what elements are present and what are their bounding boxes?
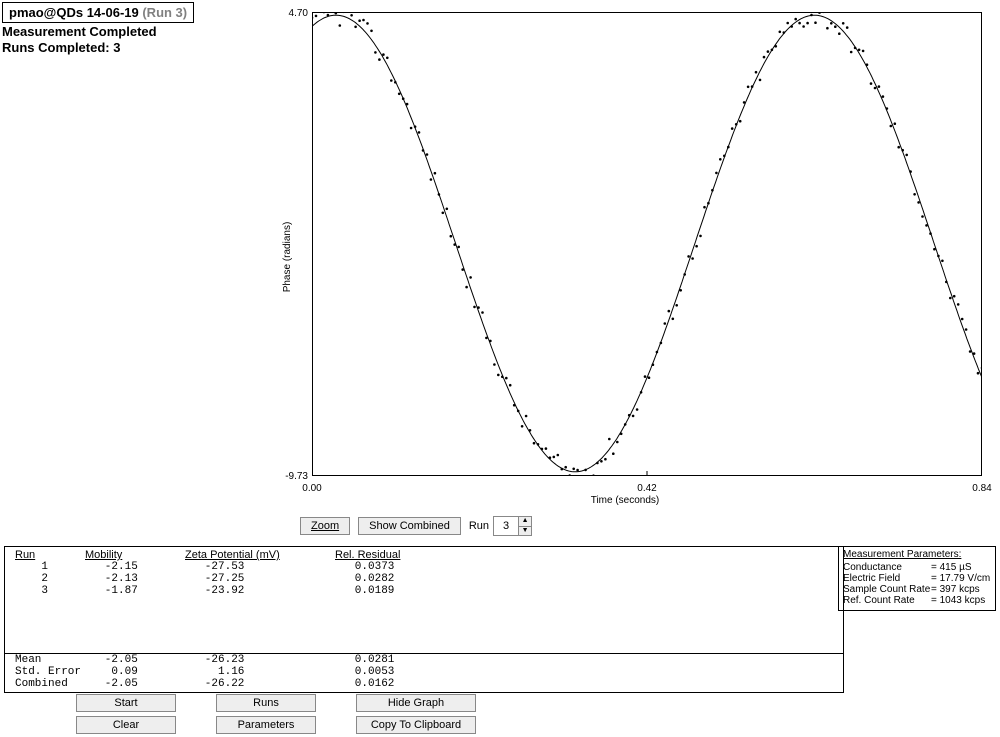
params-title: Measurement Parameters: [843,549,991,560]
chart-y-axis-label: Phase (radians) [282,222,293,293]
phase-chart: Phase (radians) 4.70 -9.73 0.00 0.42 0.8… [260,2,990,512]
table-row: 3 -1.87 -23.92 0.0189 [5,585,843,597]
summary-row: Mean -2.05 -26.23 0.0281 [5,654,843,666]
results-table-header: Run Mobility Zeta Potential (mV) Rel. Re… [5,547,843,561]
summary-row: Std. Error 0.09 1.16 0.0053 [5,666,843,678]
param-row: Electric Field= 17.79 V/cm [843,573,991,584]
chart-xtick-2: 0.84 [972,483,991,494]
results-table-panel: Run Mobility Zeta Potential (mV) Rel. Re… [4,546,844,693]
parameters-button[interactable]: Parameters [216,716,316,734]
clear-button[interactable]: Clear [76,716,176,734]
table-row: 1 -2.15 -27.53 0.0373 [5,561,843,573]
show-combined-button[interactable]: Show Combined [358,517,461,535]
chart-xtick-0: 0.00 [302,483,321,494]
status-line-1: Measurement Completed [2,24,157,40]
status-block: Measurement Completed Runs Completed: 3 [2,24,157,57]
copy-to-clipboard-button[interactable]: Copy To Clipboard [356,716,476,734]
results-table-body: 1 -2.15 -27.53 0.0373 2 -2.13 -27.25 0.0… [5,561,843,651]
zoom-button[interactable]: Zoom [300,517,350,535]
chart-x-axis-label: Time (seconds) [591,495,660,506]
param-row: Ref. Count Rate= 1043 kcps [843,595,991,606]
runs-button[interactable]: Runs [216,694,316,712]
chart-ytick-max: 4.70 [280,8,308,19]
start-button[interactable]: Start [76,694,176,712]
chart-ytick-min: -9.73 [280,471,308,482]
col-residual: Rel. Residual [335,549,475,561]
chart-controls: Zoom Show Combined Run ▲ ▼ [300,516,532,536]
param-row: Sample Count Rate= 397 kcps [843,584,991,595]
run-spinner: Run ▲ ▼ [469,516,532,536]
title-run-suffix: (Run 3) [139,5,187,20]
chart-svg [312,12,982,476]
col-zeta: Zeta Potential (mV) [185,549,335,561]
run-spinner-down[interactable]: ▼ [518,527,531,536]
results-table-summary: Mean -2.05 -26.23 0.0281Std. Error 0.09 … [5,654,843,692]
status-line-2: Runs Completed: 3 [2,40,157,56]
experiment-title: pmao@QDs 14-06-19 (Run 3) [2,2,194,23]
title-main: pmao@QDs 14-06-19 [9,5,139,20]
hide-graph-button[interactable]: Hide Graph [356,694,476,712]
col-run: Run [15,549,85,561]
bottom-button-grid: Start Runs Hide Graph Clear Parameters C… [76,694,476,734]
chart-xtick-1: 0.42 [637,483,656,494]
summary-row: Combined -2.05 -26.22 0.0162 [5,678,843,690]
table-row: 2 -2.13 -27.25 0.0282 [5,573,843,585]
param-row: Conductance= 415 µS [843,562,991,573]
col-mobility: Mobility [85,549,185,561]
run-spinner-up[interactable]: ▲ [518,517,531,527]
run-spinner-label: Run [469,520,489,532]
measurement-parameters-panel: Measurement Parameters: Conductance= 415… [838,546,996,611]
run-spinner-input[interactable] [494,517,518,535]
